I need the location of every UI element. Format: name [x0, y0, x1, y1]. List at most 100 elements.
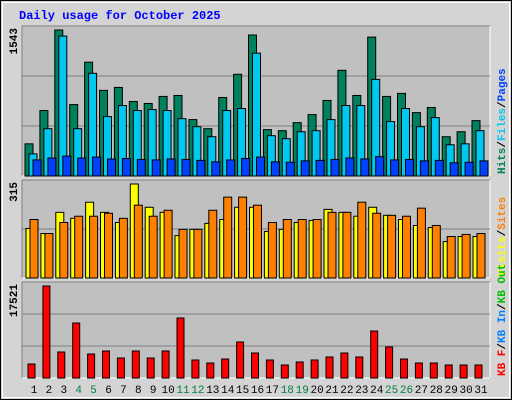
bar	[405, 158, 414, 177]
bar	[178, 228, 188, 279]
bar	[461, 233, 471, 279]
bar	[267, 221, 277, 279]
bar	[223, 196, 233, 279]
bar	[136, 158, 146, 177]
bar	[148, 215, 158, 279]
bar	[459, 364, 468, 379]
x-tick-label: 23	[355, 385, 368, 397]
legend: Hits/Files/Pages	[497, 68, 509, 174]
bar	[206, 362, 215, 379]
bar	[151, 159, 161, 177]
x-tick-label: 3	[60, 385, 67, 397]
bar	[385, 346, 394, 379]
legend-entry: Hits	[497, 148, 509, 174]
bar	[87, 353, 96, 379]
x-tick-label: 1	[31, 385, 38, 397]
bar	[236, 341, 245, 379]
x-tick-label: 19	[296, 385, 309, 397]
bar	[131, 350, 140, 379]
x-tick-label: 18	[281, 385, 294, 397]
legend-entry: Files	[497, 108, 509, 141]
bar	[166, 158, 176, 177]
bar	[27, 363, 36, 379]
bar	[325, 356, 334, 379]
bar	[474, 364, 483, 379]
x-tick-label: 14	[221, 385, 235, 397]
bar	[208, 209, 218, 279]
bar	[221, 358, 230, 379]
bar	[74, 215, 84, 279]
x-tick-label: 26	[400, 385, 413, 397]
chart-title: Daily usage for October 2025	[19, 9, 221, 23]
bar	[133, 204, 143, 279]
x-tick-label: 20	[310, 385, 323, 397]
bar	[146, 357, 155, 379]
x-tick-label: 7	[120, 385, 127, 397]
bar	[116, 357, 125, 379]
x-tick-label: 5	[90, 385, 97, 397]
x-tick-label: 27	[415, 385, 428, 397]
bar	[72, 322, 81, 379]
x-tick-label: 31	[474, 385, 488, 397]
bar	[416, 207, 426, 279]
bar	[479, 160, 489, 177]
bar	[121, 157, 131, 177]
x-tick-label: 6	[105, 385, 112, 397]
bar	[402, 215, 411, 279]
legend-separator: /	[497, 343, 509, 350]
legend-entry: Pages	[497, 68, 509, 101]
x-tick-label: 11	[176, 385, 190, 397]
bar	[434, 159, 444, 177]
bar	[32, 159, 42, 177]
bar	[327, 211, 337, 279]
bar	[42, 285, 51, 379]
x-tick-label: 9	[150, 385, 157, 397]
bar	[340, 352, 349, 379]
bar	[282, 219, 292, 279]
bar	[196, 159, 206, 177]
bar	[59, 221, 69, 279]
bar	[256, 156, 265, 177]
bar	[342, 211, 352, 279]
bar	[360, 158, 370, 177]
x-tick-label: 29	[445, 385, 458, 397]
bar	[315, 159, 325, 177]
x-tick-label: 30	[459, 385, 472, 397]
bar	[253, 204, 262, 279]
bar	[375, 156, 385, 177]
bar	[62, 155, 72, 177]
bar	[355, 356, 364, 379]
bar	[446, 236, 456, 279]
bar	[163, 209, 173, 279]
x-tick-label: 13	[206, 385, 219, 397]
bar	[176, 317, 185, 379]
bar	[58, 35, 68, 177]
bar	[370, 330, 379, 379]
bar	[449, 162, 459, 177]
bar	[226, 159, 236, 177]
bar	[476, 233, 486, 279]
bar	[92, 156, 102, 177]
legend-separator: /	[497, 141, 509, 148]
bar	[345, 157, 355, 177]
x-tick-label: 24	[370, 385, 384, 397]
bar	[102, 350, 110, 379]
bar	[444, 364, 453, 379]
bar	[161, 350, 170, 379]
legend: Visits/Sites	[497, 197, 509, 276]
bar	[431, 224, 441, 279]
bar	[414, 362, 423, 379]
bar	[265, 359, 274, 379]
x-tick-label: 16	[251, 385, 264, 397]
bar	[400, 358, 408, 379]
x-tick-label: 8	[135, 385, 142, 397]
y-tick-label: 17521	[9, 284, 21, 317]
x-tick-label: 12	[191, 385, 204, 397]
bar	[191, 359, 200, 379]
x-tick-label: 2	[46, 385, 53, 397]
bar	[89, 215, 99, 279]
legend: KB F/KB In/KB Out	[497, 264, 509, 376]
